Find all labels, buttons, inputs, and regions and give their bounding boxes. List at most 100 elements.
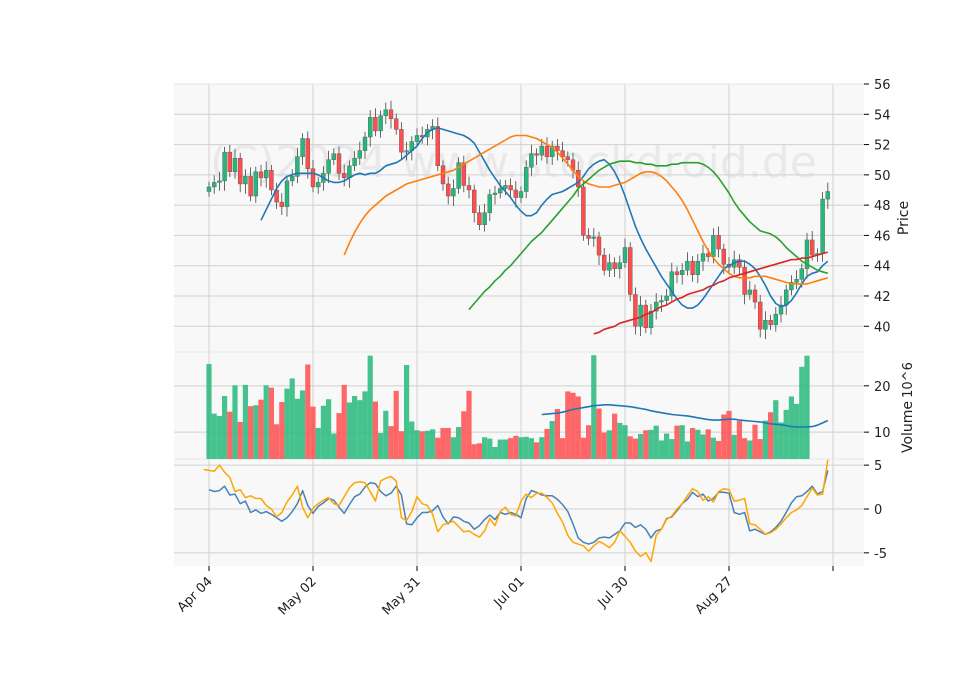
candle-body: [804, 239, 810, 269]
candle-body: [357, 150, 362, 159]
candle-body: [414, 135, 420, 142]
volume-bar: [294, 398, 300, 459]
volume-bar: [580, 437, 586, 459]
volume-bar: [560, 438, 566, 459]
volume-bar: [695, 429, 701, 459]
volume-bar: [804, 355, 810, 459]
candle-body: [446, 183, 451, 197]
volume-bar: [502, 439, 508, 459]
volume-bar: [357, 400, 363, 459]
volume-bar: [606, 430, 612, 459]
candle-body: [206, 186, 212, 192]
volume-bar: [575, 396, 581, 459]
volume-bar: [336, 413, 342, 459]
candle-body: [550, 145, 555, 157]
volume-bar: [773, 400, 779, 459]
candle-body: [768, 320, 773, 325]
volume-bar: [362, 391, 368, 459]
candle-body: [721, 248, 726, 265]
volume-bar: [757, 439, 763, 459]
volume-bar: [742, 438, 748, 459]
candle-body: [659, 300, 664, 303]
candle-body: [763, 320, 768, 330]
candle-body: [461, 162, 466, 186]
candle-body: [794, 279, 799, 283]
candle-body: [295, 156, 300, 177]
volume-bar: [216, 415, 222, 459]
volume-bar: [731, 434, 737, 459]
candle-body: [586, 235, 591, 239]
volume-bar: [643, 430, 649, 459]
candle-body: [211, 182, 217, 188]
candle-body: [784, 289, 789, 306]
candle-body: [508, 185, 513, 191]
volume-bar: [445, 427, 451, 459]
volume-bar: [794, 403, 800, 459]
candle-body: [362, 136, 368, 151]
oscillator-panel-background: [174, 459, 864, 566]
volume-bar: [591, 355, 597, 459]
volume-bar: [783, 409, 789, 459]
volume-bar: [658, 440, 664, 459]
candle-body: [602, 254, 607, 271]
volume-bar: [388, 426, 394, 459]
volume-bar: [622, 425, 628, 459]
volume-bar: [679, 425, 685, 459]
price-axis-title: Price: [896, 201, 912, 235]
volume-bar: [440, 427, 446, 459]
candle-body: [596, 236, 602, 256]
price-tick-label: 48: [874, 199, 891, 214]
volume-bar: [726, 410, 732, 459]
x-tick-label: Apr 04: [175, 574, 216, 615]
volume-bar: [227, 411, 233, 459]
panel-backgrounds: [174, 84, 864, 566]
volume-bar: [544, 428, 550, 459]
price-tick-label: 42: [874, 290, 891, 305]
volume-bar: [263, 385, 269, 459]
volume-bar: [404, 364, 410, 459]
candle-body: [789, 282, 794, 291]
candle-body: [482, 212, 487, 226]
candle-body: [368, 117, 373, 138]
candle-body: [336, 153, 342, 174]
candle-body: [227, 151, 233, 173]
candle-body: [820, 198, 825, 254]
candle-body: [248, 176, 253, 197]
volume-bar: [487, 438, 493, 459]
price-panel-background: [174, 84, 864, 352]
volume-bar: [554, 408, 560, 459]
oscillator-line-1: [208, 470, 829, 545]
volume-bar: [638, 433, 644, 459]
candle-body: [622, 247, 628, 263]
candle-body: [612, 262, 617, 269]
candle-body: [264, 170, 269, 179]
volume-bar: [549, 421, 555, 459]
price-series-line-1: [260, 127, 829, 309]
candle-body: [217, 180, 222, 183]
volume-axis-title: Volume: [900, 401, 916, 453]
volume-bar: [690, 427, 696, 459]
volume-bar: [497, 439, 503, 459]
candle-body: [394, 118, 399, 130]
candle-body: [825, 191, 830, 200]
candle-body: [695, 260, 700, 275]
volume-bar: [684, 441, 690, 459]
candle-body: [342, 173, 347, 179]
volume-bar: [534, 442, 540, 459]
volume-bar: [648, 429, 654, 459]
x-tick-label: May 31: [380, 574, 424, 618]
volume-bar: [747, 440, 753, 459]
volume-bar: [284, 388, 290, 459]
volume-bar: [778, 422, 784, 459]
candle-body: [378, 115, 383, 132]
candle-body: [243, 176, 248, 185]
candle-body: [513, 189, 518, 198]
candle-body: [487, 194, 492, 213]
candle-body: [451, 188, 456, 197]
volume-bar: [424, 430, 430, 459]
candle-body: [680, 270, 685, 275]
price-tick-label: 46: [874, 229, 891, 244]
candle-body: [581, 186, 586, 236]
candle-body: [404, 150, 409, 153]
candle-body: [316, 182, 321, 188]
